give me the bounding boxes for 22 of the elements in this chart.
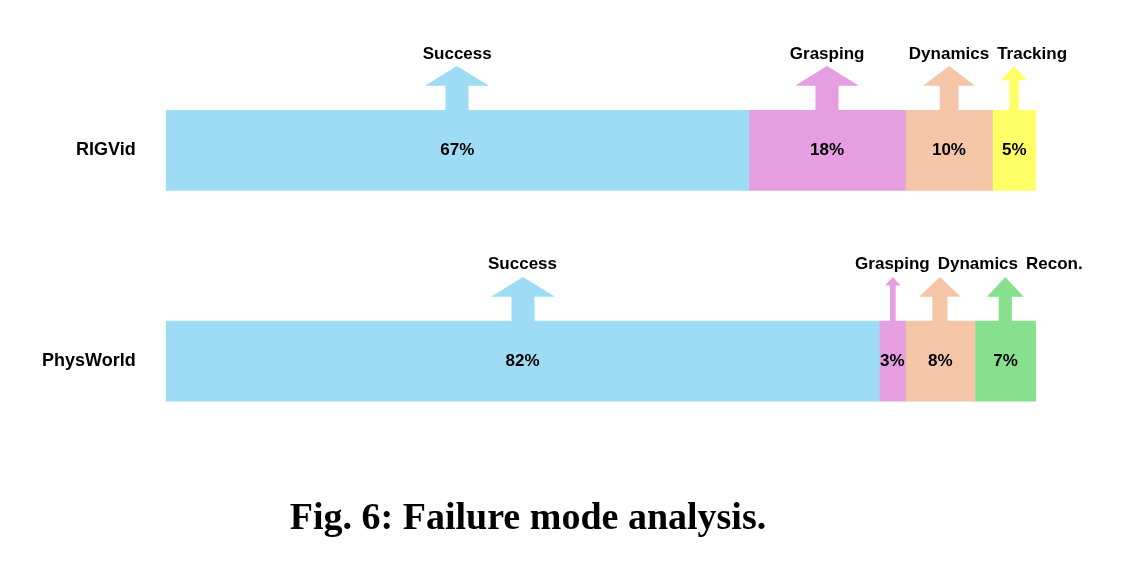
- data-label: 5%: [1001, 140, 1027, 160]
- y-tick-label: PhysWorld: [42, 350, 136, 371]
- bar: [165, 110, 750, 191]
- text: Dynamics: [937, 254, 1019, 274]
- data-label: 3%: [880, 350, 905, 370]
- data-label: 82%: [505, 350, 540, 370]
- bar: [165, 320, 880, 402]
- text: Grasping: [789, 43, 865, 63]
- data-label: 67%: [440, 140, 475, 160]
- bar: [748, 110, 906, 191]
- text: Grasping: [855, 254, 930, 274]
- text: Dynamics: [908, 43, 990, 63]
- text: Recon.: [1026, 254, 1083, 274]
- text: Tracking: [997, 43, 1068, 63]
- y-tick-label: RIGVid: [76, 139, 136, 160]
- text: Fig. 6: Failure mode analysis.: [289, 495, 767, 538]
- data-label: 8%: [927, 350, 953, 370]
- data-label: 10%: [931, 140, 966, 160]
- data-label: 7%: [993, 350, 1018, 370]
- data-label: 18%: [810, 140, 845, 160]
- text: Success: [488, 254, 558, 274]
- text: Success: [422, 43, 492, 63]
